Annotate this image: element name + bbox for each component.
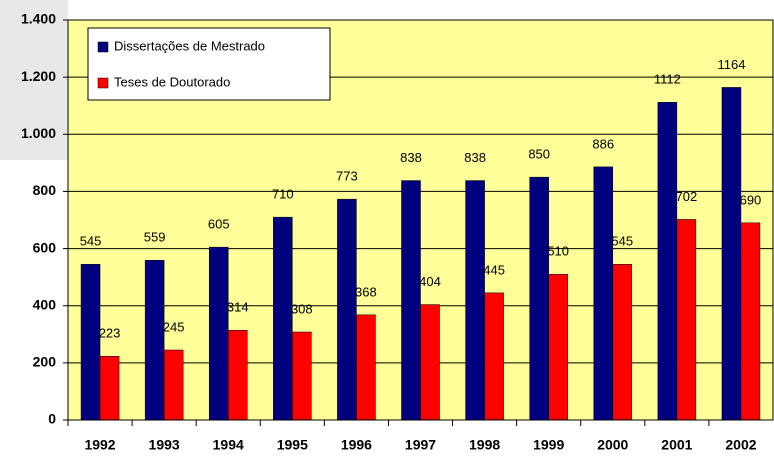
bar (484, 292, 504, 421)
bar (465, 180, 485, 421)
bar (292, 331, 312, 421)
bar (337, 198, 357, 421)
bar (593, 166, 614, 421)
data-label: 245 (163, 319, 185, 334)
bar (99, 356, 120, 421)
bar (227, 330, 248, 421)
legend-swatch (97, 77, 109, 89)
data-label: 605 (208, 217, 230, 232)
legend-label: Dissertações de Mestrado (114, 38, 265, 53)
x-tick-label: 1993 (149, 437, 180, 453)
x-tick-label: 1999 (533, 437, 564, 453)
data-label: 559 (144, 230, 166, 245)
legend-swatch (97, 41, 109, 53)
data-label: 308 (291, 301, 313, 316)
x-tick-label: 1998 (469, 437, 500, 453)
y-tick-label: 200 (33, 354, 57, 370)
x-tick-label: 1997 (405, 437, 436, 453)
y-tick-label: 600 (33, 239, 57, 255)
data-label: 1164 (717, 57, 745, 72)
bar (721, 87, 742, 421)
bar (273, 216, 293, 421)
bar (144, 260, 165, 421)
bar (612, 264, 633, 421)
bar (356, 314, 376, 421)
data-label: 545 (80, 234, 102, 249)
bar (529, 176, 549, 421)
data-label: 850 (528, 147, 550, 162)
data-label: 886 (592, 136, 614, 151)
y-tick-label: 400 (33, 296, 57, 312)
legend (87, 27, 331, 101)
data-label: 1112 (654, 72, 681, 87)
data-label: 404 (419, 274, 441, 289)
bar (676, 219, 697, 421)
background-shade (0, 0, 68, 160)
y-tick-label: 1.400 (21, 11, 56, 27)
y-tick-label: 1.200 (21, 68, 56, 84)
legend-label: Teses de Doutorado (114, 74, 230, 89)
bar (740, 222, 761, 421)
data-label: 702 (676, 189, 698, 204)
y-tick-label: 0 (48, 411, 56, 427)
bar (80, 264, 101, 421)
x-tick-label: 1996 (341, 437, 372, 453)
data-label: 710 (272, 187, 294, 202)
bar (401, 180, 421, 421)
y-tick-label: 1.000 (21, 125, 56, 141)
data-label: 773 (336, 169, 358, 184)
bar (657, 102, 678, 421)
x-tick-label: 1995 (277, 437, 308, 453)
bar (208, 246, 229, 421)
data-label: 838 (400, 150, 422, 165)
y-tick-label: 800 (33, 182, 57, 198)
data-label: 445 (483, 262, 505, 277)
data-label: 545 (611, 234, 633, 249)
x-tick-label: 1992 (84, 437, 115, 453)
data-label: 510 (547, 244, 569, 259)
data-label: 690 (740, 192, 762, 207)
data-label: 314 (227, 300, 249, 315)
x-tick-label: 1994 (213, 437, 244, 453)
bar (420, 304, 440, 421)
bar (548, 274, 568, 421)
data-label: 838 (464, 150, 486, 165)
x-tick-label: 2001 (661, 437, 692, 453)
data-label: 223 (99, 326, 121, 341)
bar (163, 349, 184, 421)
data-label: 368 (355, 284, 377, 299)
x-tick-label: 2002 (725, 437, 756, 453)
x-tick-label: 2000 (597, 437, 628, 453)
